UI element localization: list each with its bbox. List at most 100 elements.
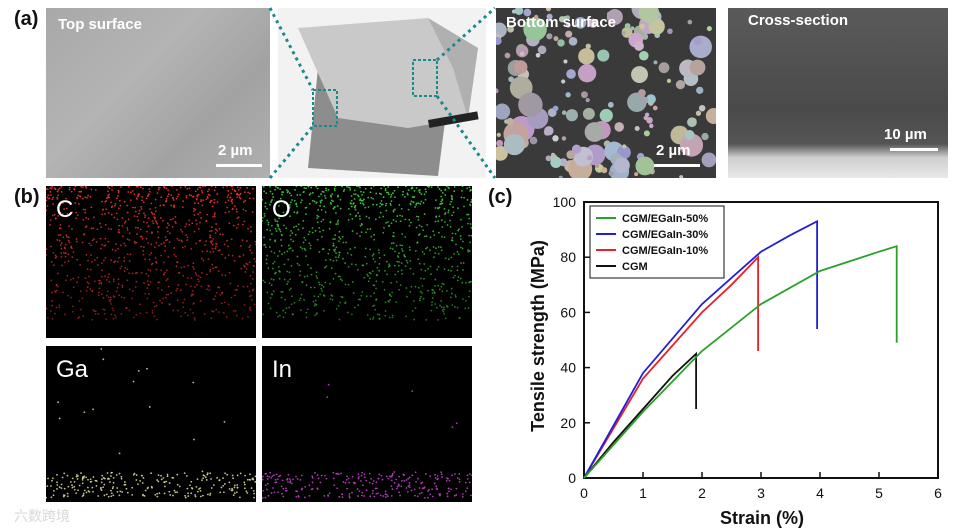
eds-dot: [254, 480, 256, 483]
eds-dot: [470, 494, 472, 497]
eds-dot: [244, 199, 247, 202]
eds-dot: [214, 245, 217, 248]
eds-dot: [334, 248, 337, 251]
eds-dot: [451, 232, 454, 235]
cross-section-scale-text: 10 µm: [884, 126, 927, 143]
eds-dot: [453, 252, 456, 255]
eds-dot: [316, 487, 319, 490]
eds-dot: [379, 202, 382, 205]
eds-dot: [199, 199, 202, 201]
eds-dot: [435, 216, 438, 218]
eds-dot: [119, 490, 122, 493]
eds-dot: [319, 293, 322, 296]
eds-dot: [63, 487, 66, 490]
eds-dot: [113, 296, 116, 298]
eds-dot: [185, 196, 188, 199]
eds-dot: [279, 197, 282, 200]
eds-dot: [270, 201, 272, 204]
eds-dot: [199, 239, 202, 242]
eds-dot: [151, 312, 154, 314]
eds-dot: [240, 267, 242, 270]
eds-dot: [138, 212, 140, 215]
eds-dot: [397, 256, 400, 258]
eds-dot: [112, 280, 115, 283]
eds-dot: [287, 190, 290, 193]
eds-dot: [60, 255, 63, 258]
eds-dot: [357, 194, 359, 197]
legend-label: CGM/EGaIn-30%: [622, 229, 708, 241]
eds-dot: [75, 211, 77, 214]
eds-dot: [332, 242, 335, 245]
eds-dot: [89, 288, 92, 290]
eds-dot: [163, 485, 166, 488]
eds-dot: [441, 476, 444, 478]
eds-dot: [295, 495, 298, 498]
eds-dot: [251, 278, 254, 280]
eds-dot: [339, 198, 342, 201]
eds-dot: [328, 248, 331, 251]
eds-dot: [426, 186, 429, 188]
eds-dot: [267, 267, 270, 270]
eds-dot: [363, 473, 366, 476]
eds-dot: [320, 474, 323, 477]
eds-dot: [459, 246, 462, 249]
eds-dot: [316, 312, 318, 314]
eds-dot: [284, 311, 287, 314]
eds-dot: [277, 478, 279, 481]
eds-dot: [244, 191, 246, 194]
eds-dot: [461, 493, 464, 495]
eds-dot: [391, 291, 394, 294]
eds-dot: [272, 278, 275, 281]
eds-dot: [389, 247, 392, 250]
eds-dot: [241, 239, 244, 242]
eds-dot: [166, 230, 169, 233]
eds-dot: [376, 487, 378, 490]
eds-dot: [199, 495, 202, 498]
eds-dot: [383, 288, 386, 291]
sphere: [643, 130, 650, 137]
sphere: [588, 18, 598, 28]
eds-dot: [170, 204, 173, 207]
eds-dot: [146, 287, 149, 290]
eds-dot: [153, 213, 156, 216]
sphere: [508, 76, 514, 83]
eds-dot: [189, 484, 191, 487]
eds-dot: [137, 195, 140, 197]
eds-dot: [372, 316, 375, 319]
eds-dot: [384, 490, 387, 493]
eds-dot: [66, 294, 69, 297]
eds-dot: [110, 206, 113, 209]
eds-dot: [281, 479, 284, 482]
eds-dot: [440, 219, 443, 222]
eds-dot: [436, 475, 439, 477]
eds-dot: [389, 299, 391, 301]
eds-dot: [408, 218, 411, 221]
eds-dot: [357, 268, 359, 271]
eds-dot: [455, 494, 458, 496]
eds-dot: [432, 246, 435, 248]
eds-dot: [135, 241, 138, 244]
eds-dot: [56, 239, 59, 241]
eds-dot: [408, 486, 411, 489]
eds-dot: [290, 230, 292, 232]
eds-dot: [141, 199, 143, 202]
eds-dot: [361, 491, 364, 494]
eds-dot: [89, 195, 92, 198]
eds-dot: [120, 186, 122, 188]
eds-dot: [182, 274, 185, 277]
eds-dot: [172, 199, 175, 201]
eds-dot: [100, 293, 103, 296]
eds-dot: [108, 280, 111, 283]
eds-dot: [175, 189, 178, 191]
eds-dot: [359, 198, 362, 201]
eds-dot: [338, 251, 341, 254]
eds-dot: [67, 253, 70, 256]
eds-dot: [359, 218, 361, 220]
eds-dot: [206, 473, 209, 476]
eds-dot: [424, 188, 427, 191]
eds-dot: [271, 267, 274, 270]
eds-dot: [157, 474, 160, 476]
sphere: [557, 39, 565, 47]
eds-dot: [421, 250, 424, 253]
eds-dot: [262, 220, 264, 222]
